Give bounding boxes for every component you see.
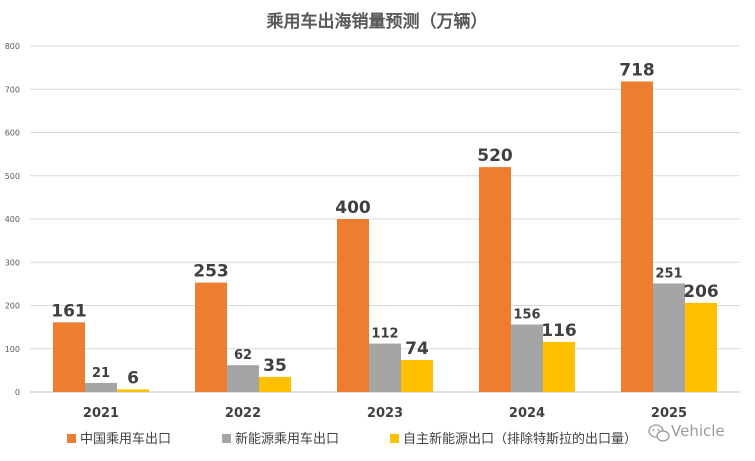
legend-label: 中国乘用车出口 [80,431,171,447]
bar-2021-series-3 [117,389,149,392]
bar-2023-series-2 [369,343,401,392]
gridlines [30,45,740,393]
y-axis-ticks: 0 100 200 300 400 500 600 700 800 [5,42,20,397]
data-label: 253 [193,262,229,282]
x-category-label: 2022 [225,406,261,421]
watermark-text: Vehicle [671,422,725,440]
y-tick-label: 500 [5,172,20,181]
data-label: 251 [655,266,682,281]
watermark: Vehicle [648,422,725,442]
chart-title: 乘用车出海销量预测（万辆） [266,11,488,32]
x-axis-categories: 2021 2022 2023 2024 2025 [83,406,687,421]
data-label: 206 [683,282,719,302]
data-label: 21 [92,366,110,381]
x-category-label: 2021 [83,406,119,421]
bar-2022-series-1 [195,282,227,392]
bars [53,81,717,392]
bar-2021-series-1 [53,322,85,392]
y-tick-label: 100 [5,345,20,354]
data-label: 35 [263,356,287,376]
bar-2025-series-2 [653,283,685,392]
bar-2021-series-2 [85,382,117,392]
y-tick-label: 600 [5,129,20,138]
data-label: 718 [619,60,655,80]
data-label: 62 [234,348,252,363]
bar-2024-series-2 [511,324,543,392]
data-label: 161 [51,301,87,321]
bar-2024-series-3 [543,341,575,392]
y-tick-label: 700 [5,85,20,94]
bar-2023-series-3 [401,359,433,392]
y-tick-label: 200 [5,302,20,311]
legend-label: 自主新能源出口（排除特斯拉的出口量） [403,431,637,447]
x-category-label: 2023 [367,406,403,421]
data-label: 520 [477,146,513,166]
y-tick-label: 0 [15,388,20,397]
data-label: 116 [541,321,577,341]
y-tick-label: 300 [5,258,20,267]
wechat-icon [648,424,670,442]
legend-swatch [390,434,399,443]
data-label: 400 [335,198,371,218]
bar-2022-series-2 [227,365,259,392]
data-label: 74 [405,339,429,359]
data-label: 6 [127,368,139,388]
legend: 中国乘用车出口 新能源乘用车出口 自主新能源出口（排除特斯拉的出口量） [67,431,637,447]
legend-swatch [67,434,76,443]
x-category-label: 2024 [509,406,545,421]
data-label: 156 [513,308,540,323]
bar-2025-series-3 [685,302,717,392]
bar-2022-series-3 [259,376,291,392]
legend-swatch [222,434,231,443]
bar-2024-series-1 [479,167,511,392]
y-tick-label: 400 [5,215,20,224]
bar-2023-series-1 [337,219,369,392]
legend-label: 新能源乘用车出口 [235,431,339,447]
y-tick-label: 800 [5,42,20,51]
data-label: 112 [371,327,398,342]
bar-2025-series-1 [621,81,653,392]
x-category-label: 2025 [651,406,687,421]
